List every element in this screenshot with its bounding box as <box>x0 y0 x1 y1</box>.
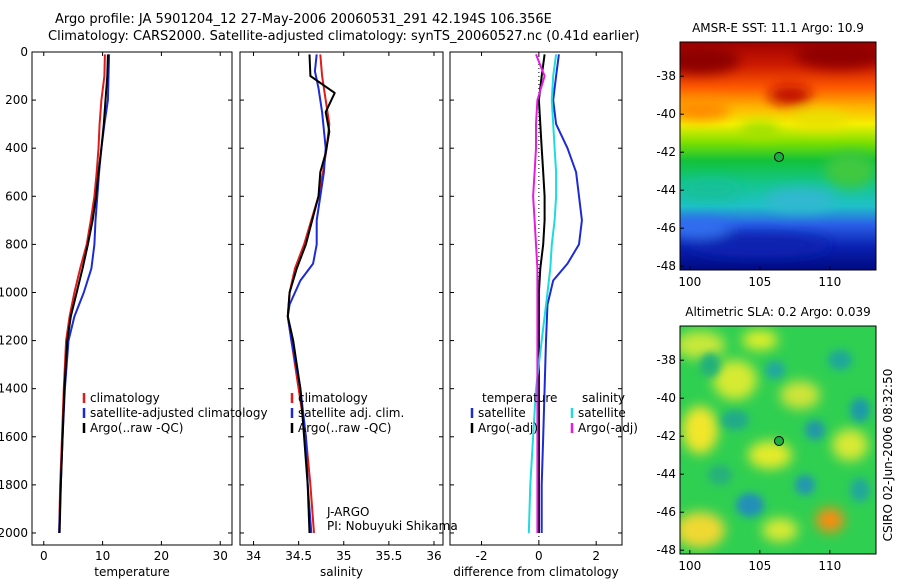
y-tick-label: -44 <box>656 467 676 481</box>
x-tick-label: 30 <box>213 549 228 563</box>
y-tick-label: 1200 <box>0 334 28 348</box>
y-tick-label: -42 <box>656 429 676 443</box>
x-tick-label: 110 <box>818 559 841 573</box>
timestamp-label: CSIRO 02-Jun-2006 08:32:50 <box>881 369 895 542</box>
y-tick-label: -40 <box>656 391 676 405</box>
legend: temperature salinitysatelliteArgo(-adj)sa… <box>470 391 638 435</box>
y-tick-label: -44 <box>656 183 676 197</box>
y-tick-label: -40 <box>656 107 676 121</box>
x-tick-label: 35.5 <box>376 549 403 563</box>
series-line <box>540 54 583 533</box>
series-line <box>527 54 558 534</box>
y-tick-label: 200 <box>5 93 28 107</box>
temperature-panel: 0 10 20 30 0 200 400 600 800 1000 1200 1400 1600 1800… <box>0 45 268 579</box>
x-tick-label: 36 <box>426 549 441 563</box>
salinity-panel: 34 34.5 35 35.5 36 salinity climatologysatelli… <box>239 51 444 579</box>
x-tick-label: 35 <box>336 549 351 563</box>
figure-title-line1: Argo profile: JA 5901204_12 27-May-2006 … <box>55 12 552 27</box>
x-tick-label: 34.5 <box>285 549 312 563</box>
series-line <box>58 54 111 534</box>
x-tick-label: 20 <box>154 549 169 563</box>
series-line <box>532 54 546 533</box>
legend-label: Argo(..raw -QC) <box>90 421 183 435</box>
x-tick-label: 100 <box>678 275 701 289</box>
legend-label: Argo(-adj) <box>478 421 538 435</box>
sla-argo-marker <box>774 436 784 446</box>
x-tick-label: -2 <box>476 549 488 563</box>
y-tick-label: 0 <box>20 45 28 59</box>
legend-label: satellite <box>478 406 526 420</box>
y-tick-label: -46 <box>656 505 676 519</box>
x-axis-label: difference from climatology <box>453 565 619 579</box>
x-tick-label: 0 <box>40 549 48 563</box>
sst-map: AMSR-E SST: 11.1 Argo: 10.9 100 105 110 -38… <box>656 21 877 289</box>
y-tick-label: -38 <box>656 69 676 83</box>
legend-label: climatology <box>90 391 160 405</box>
y-tick-label: -42 <box>656 145 676 159</box>
y-tick-label: 2000 <box>0 526 28 540</box>
x-tick-label: 10 <box>95 549 110 563</box>
x-tick-label: 105 <box>748 559 771 573</box>
difference-panel: -2 0 2 difference from climatology temperatu… <box>449 51 638 579</box>
credit-line1: J-ARGO <box>326 505 369 519</box>
sst-argo-marker <box>774 152 784 162</box>
legend-header: temperature <box>482 391 557 405</box>
series-line <box>58 54 109 534</box>
legend-label: satellite <box>578 406 626 420</box>
series-line <box>286 54 336 534</box>
x-tick-label: 34 <box>246 549 261 563</box>
y-tick-label: 1000 <box>0 285 28 299</box>
y-tick-label: 1600 <box>0 430 28 444</box>
sla-field <box>680 326 876 554</box>
y-tick-label: -46 <box>656 221 676 235</box>
figure-title-line2: Climatology: CARS2000. Satellite-adjuste… <box>48 29 640 44</box>
legend-label: satellite adj. clim. <box>298 406 404 420</box>
x-tick-label: 100 <box>678 559 701 573</box>
legend-label: Argo(..raw -QC) <box>298 421 391 435</box>
plot-frame <box>31 51 233 546</box>
y-tick-label: -38 <box>656 353 676 367</box>
legend-label: climatology <box>298 391 368 405</box>
y-tick-label: -48 <box>656 543 676 557</box>
series-line <box>537 54 546 533</box>
legend-header: salinity <box>582 391 625 405</box>
legend-label: satellite-adjusted climatology <box>90 406 268 420</box>
y-tick-label: 1400 <box>0 382 28 396</box>
legend-label: Argo(-adj) <box>578 421 638 435</box>
sst-map-title: AMSR-E SST: 11.1 Argo: 10.9 <box>692 21 864 35</box>
plot-frame <box>239 51 444 546</box>
x-tick-label: 0 <box>535 549 543 563</box>
x-axis-label: salinity <box>320 565 363 579</box>
x-tick-label: 110 <box>818 275 841 289</box>
y-tick-label: 800 <box>5 237 28 251</box>
sla-map-title: Altimetric SLA: 0.2 Argo: 0.039 <box>685 305 870 319</box>
credit-line2: PI: Nobuyuki Shikama <box>327 519 458 533</box>
x-tick-label: 2 <box>592 549 600 563</box>
x-tick-label: 105 <box>748 275 771 289</box>
plot-frame <box>449 51 623 546</box>
x-axis-label: temperature <box>94 565 169 579</box>
y-tick-label: -48 <box>656 259 676 273</box>
sst-field <box>680 42 876 270</box>
y-tick-label: 600 <box>5 189 28 203</box>
series-line <box>58 54 106 534</box>
sla-map: Altimetric SLA: 0.2 Argo: 0.039 <box>656 305 877 573</box>
y-tick-label: 1800 <box>0 478 28 492</box>
y-tick-label: 400 <box>5 141 28 155</box>
